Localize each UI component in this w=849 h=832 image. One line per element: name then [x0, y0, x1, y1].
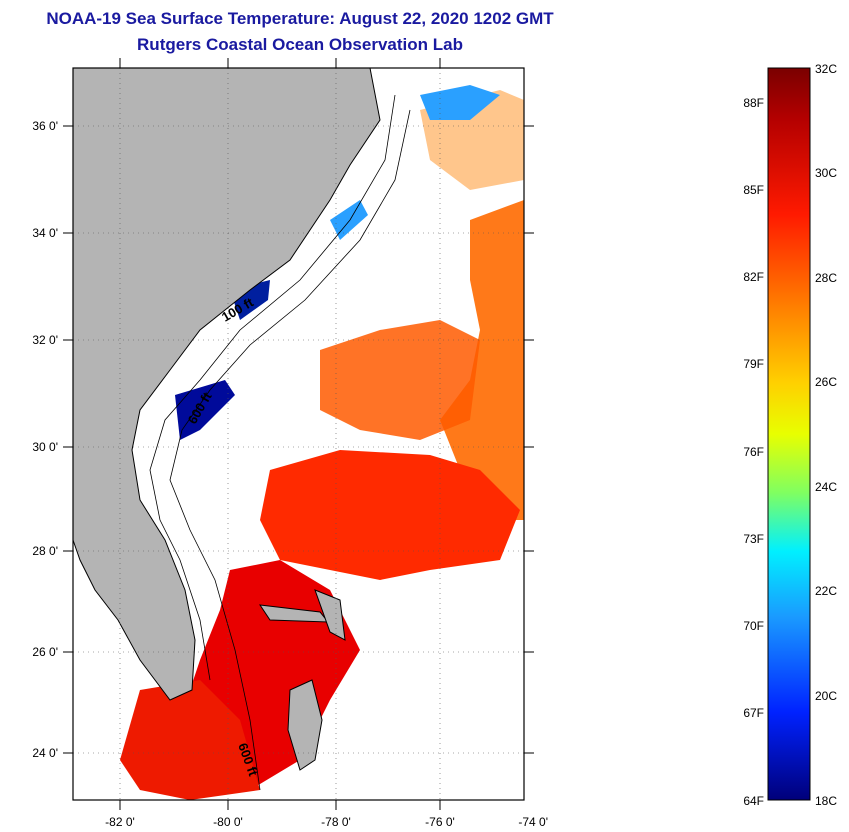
contour-100ft: [149, 94, 396, 681]
map-ticks: [63, 58, 534, 810]
colorbar-f-85: 85F: [743, 183, 764, 197]
map-title: NOAA-19 Sea Surface Temperature: August …: [46, 9, 554, 28]
colorbar-f-67: 67F: [743, 706, 764, 720]
colorbar-f-88: 88F: [743, 96, 764, 110]
lat-label-34: 34 0': [32, 226, 58, 240]
colorbar-c-20: 20C: [815, 689, 837, 703]
sst-hot-region-keys: [120, 680, 260, 800]
sst-orange-region-central: [320, 320, 480, 440]
lon-label-80: -80 0': [213, 815, 243, 829]
colorbar-c-28: 28C: [815, 271, 837, 285]
lat-label-30: 30 0': [32, 440, 58, 454]
colorbar-c-24: 24C: [815, 480, 837, 494]
sst-warm-region-east: [440, 200, 524, 520]
lat-label-28: 28 0': [32, 544, 58, 558]
colorbar-c-30: 30C: [815, 166, 837, 180]
colorbar-f-82: 82F: [743, 270, 764, 284]
lon-label-82: -82 0': [105, 815, 135, 829]
map-subtitle: Rutgers Coastal Ocean Observation Lab: [137, 35, 463, 54]
lat-label-36: 36 0': [32, 119, 58, 133]
colorbar-f-79: 79F: [743, 357, 764, 371]
land-mainland: [73, 68, 381, 701]
lat-label-32: 32 0': [32, 333, 58, 347]
colorbar-f-76: 76F: [743, 445, 764, 459]
sst-map: -82 0' -80 0' -78 0' -76 0' -74 0' 36 0'…: [32, 58, 548, 829]
colorbar-gradient: [767, 67, 811, 801]
lat-label-26: 26 0': [32, 645, 58, 659]
sst-cold-patch-1: [175, 380, 235, 440]
land-andros-island: [287, 679, 323, 771]
colorbar-c-26: 26C: [815, 375, 837, 389]
sst-cold-patch-3: [330, 200, 368, 240]
contour-600ft: [169, 109, 411, 791]
colorbar-f-64: 64F: [743, 794, 764, 808]
colorbar-f-73: 73F: [743, 532, 764, 546]
colorbar-f-70: 70F: [743, 619, 764, 633]
lon-label-78: -78 0': [321, 815, 351, 829]
land-abaco: [314, 589, 346, 641]
lon-label-74: -74 0': [518, 815, 548, 829]
lat-label-24: 24 0': [32, 746, 58, 760]
colorbar-c-22: 22C: [815, 584, 837, 598]
lon-label-76: -76 0': [425, 815, 455, 829]
map-frame: [72, 67, 525, 801]
colorbar-c-18: 18C: [815, 794, 837, 808]
graticule: [73, 68, 524, 800]
colorbar-c-32: 32C: [815, 62, 837, 76]
sst-warm-region-south: [260, 450, 520, 580]
